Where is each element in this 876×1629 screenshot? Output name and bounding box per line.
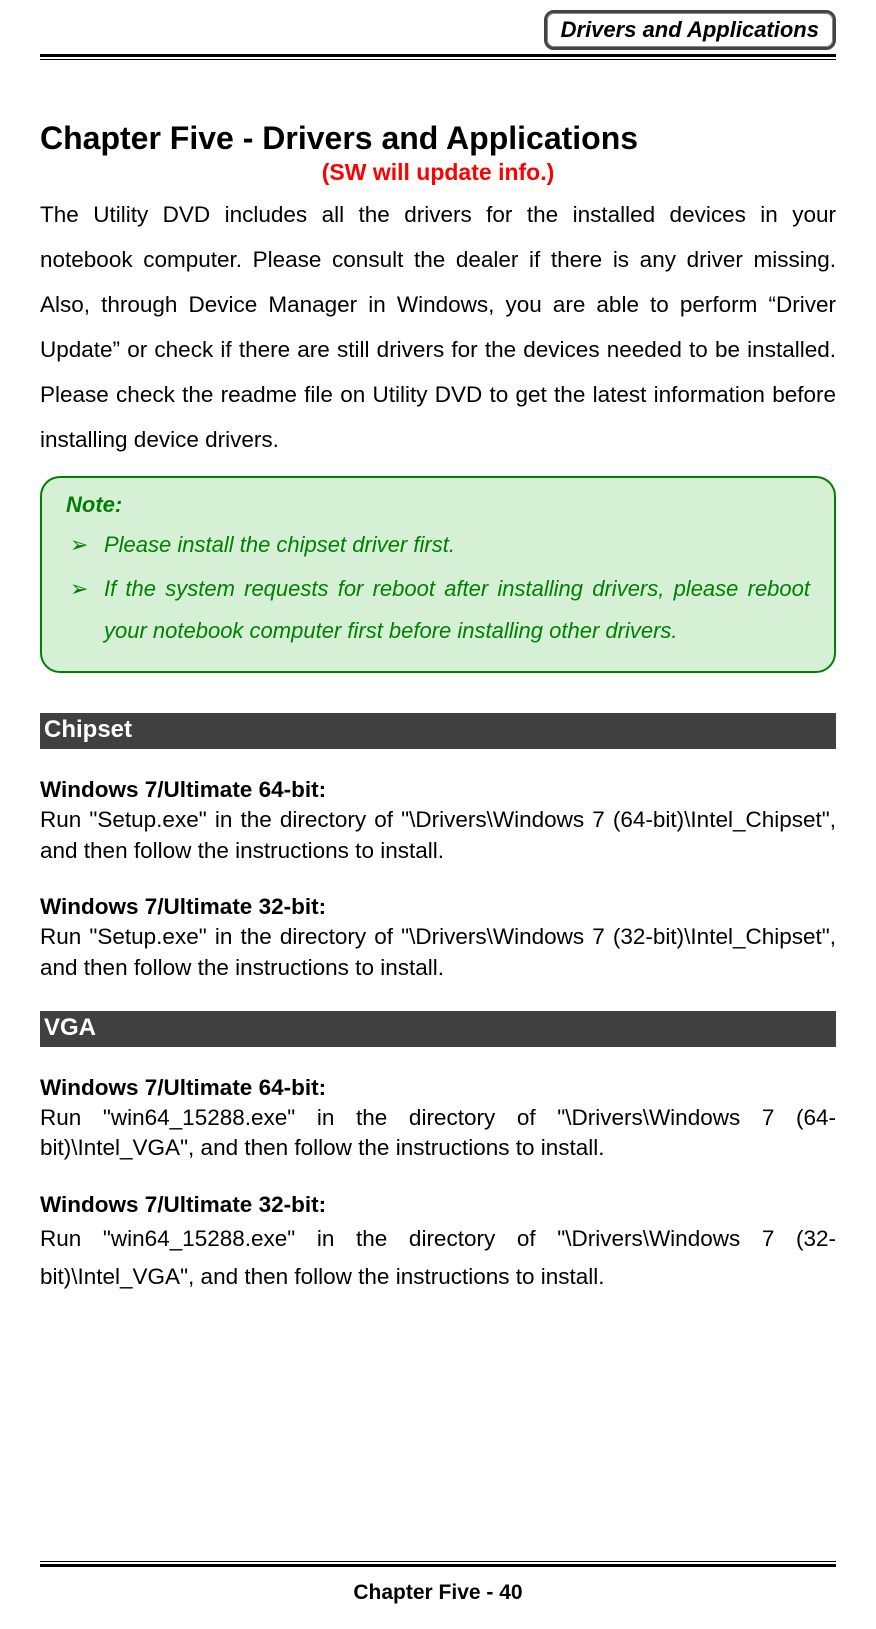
- chapter-title: Chapter Five - Drivers and Applications: [40, 120, 836, 157]
- section-bar-vga: VGA: [40, 1011, 836, 1047]
- vga-win64-text: Run "win64_15288.exe" in the directory o…: [40, 1103, 836, 1164]
- header-badge: Drivers and Applications: [544, 10, 836, 50]
- header-row: Drivers and Applications: [40, 10, 836, 50]
- note-box: Note: Please install the chipset driver …: [40, 476, 836, 673]
- vga-win64-heading: Windows 7/Ultimate 64-bit:: [40, 1075, 836, 1101]
- footer-rule-thick: [40, 1564, 836, 1567]
- header-rule-thick: [40, 54, 836, 57]
- note-item: Please install the chipset driver first.: [66, 524, 810, 566]
- chipset-win32-text: Run "Setup.exe" in the directory of "\Dr…: [40, 922, 836, 983]
- section-bar-chipset: Chipset: [40, 713, 836, 749]
- vga-win32-text: Run "win64_15288.exe" in the directory o…: [40, 1220, 836, 1297]
- chapter-subtitle: (SW will update info.): [40, 159, 836, 186]
- footer-rule-thin: [40, 1561, 836, 1562]
- chapter-intro: The Utility DVD includes all the drivers…: [40, 192, 836, 462]
- note-item: If the system requests for reboot after …: [66, 568, 810, 652]
- footer: Chapter Five - 40: [40, 1561, 836, 1605]
- header-rule-thin: [40, 59, 836, 60]
- note-title: Note:: [66, 492, 810, 518]
- chipset-win32-heading: Windows 7/Ultimate 32-bit:: [40, 894, 836, 920]
- chipset-win64-heading: Windows 7/Ultimate 64-bit:: [40, 777, 836, 803]
- footer-text: Chapter Five - 40: [40, 1581, 836, 1605]
- vga-win32-heading: Windows 7/Ultimate 32-bit:: [40, 1192, 836, 1218]
- note-list: Please install the chipset driver first.…: [66, 524, 810, 651]
- page: Drivers and Applications Chapter Five - …: [0, 0, 876, 1296]
- chipset-win64-text: Run "Setup.exe" in the directory of "\Dr…: [40, 805, 836, 866]
